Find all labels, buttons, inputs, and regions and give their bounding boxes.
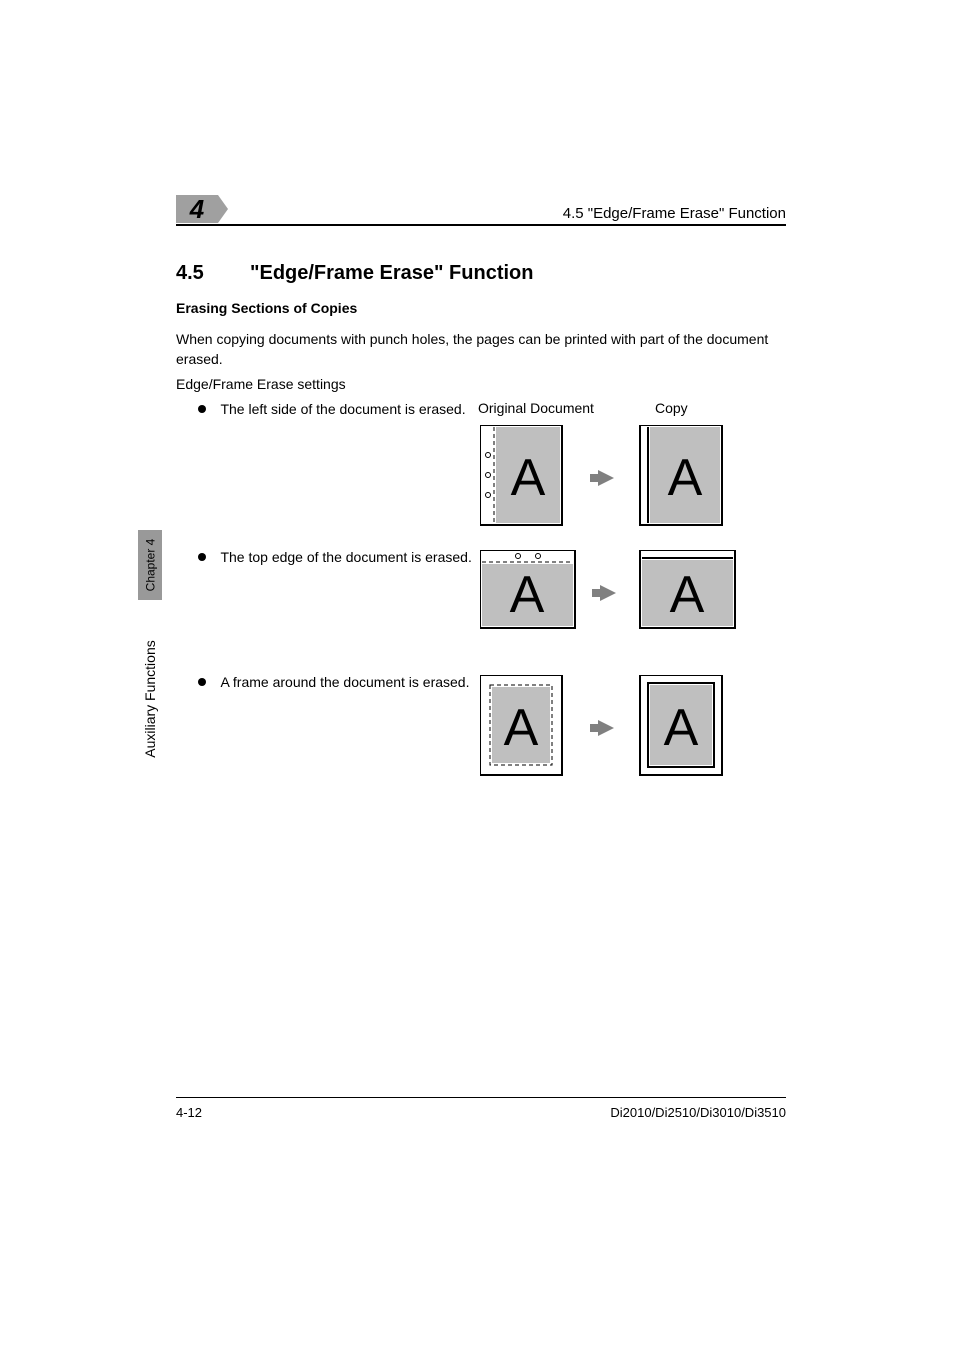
diagram-top-erase: A A [480,550,770,645]
diagram-left-erase: A A [480,425,770,540]
label-original: Original Document [478,400,594,416]
diagram-frame-erase: A A [480,675,770,790]
sidebar-chapter-tab: Chapter 4 [138,530,162,600]
sidebar-chapter-label: Chapter 4 [143,539,157,592]
bullet-text-2: The top edge of the document is erased. [220,548,480,568]
bullet-icon [198,678,206,686]
header-rule [176,224,786,226]
svg-text:A: A [510,566,545,624]
footer-rule [176,1097,786,1098]
section-title: "Edge/Frame Erase" Function [250,262,533,285]
svg-text:A: A [664,699,699,757]
chapter-number: 4 [190,194,204,225]
bullet-text-1: The left side of the document is erased. [220,400,480,420]
section-number: 4.5 [176,262,204,285]
sidebar-section-label: Auxiliary Functions [138,614,162,784]
chapter-badge-tail [218,195,228,223]
running-title: 4.5 "Edge/Frame Erase" Function [563,205,786,222]
sidebar-section-text: Auxiliary Functions [142,640,158,758]
subheading: Erasing Sections of Copies [176,300,357,316]
chapter-badge: 4 [176,195,218,223]
svg-text:A: A [668,449,703,507]
footer-models: Di2010/Di2510/Di3010/Di3510 [610,1105,786,1120]
svg-text:A: A [511,449,546,507]
label-copy: Copy [655,400,688,416]
svg-text:A: A [670,566,705,624]
settings-label: Edge/Frame Erase settings [176,375,786,395]
bullet-icon [198,553,206,561]
page-root: 4 4.5 "Edge/Frame Erase" Function 4.5 "E… [0,0,954,1351]
bullet-icon [198,405,206,413]
intro-text: When copying documents with punch holes,… [176,330,786,369]
footer-page: 4-12 [176,1105,202,1120]
bullet-text-3: A frame around the document is erased. [220,673,480,693]
svg-text:A: A [504,699,539,757]
